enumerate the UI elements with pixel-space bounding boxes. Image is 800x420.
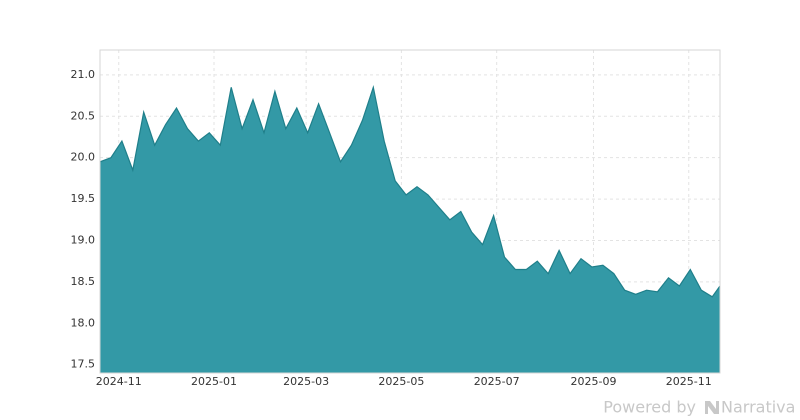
x-tick-label: 2025-07 (474, 375, 520, 388)
area-line (99, 84, 721, 298)
x-tick-label: 2025-09 (571, 375, 617, 388)
y-tick-label: 20.5 (71, 109, 96, 122)
x-tick-label: 2024-11 (96, 375, 142, 388)
logo (705, 401, 719, 414)
y-tick-label: 17.5 (71, 358, 96, 371)
brand: Narrativa (721, 398, 795, 417)
watermark: Powered by Narrativa (603, 398, 795, 417)
y-tick-label: 19.0 (71, 233, 96, 246)
y-tick-label: 18.5 (71, 275, 96, 288)
area (100, 87, 720, 374)
y-tick-label: 19.5 (71, 192, 96, 205)
plot-frame (99, 49, 721, 374)
y-tick-label: 20.0 (71, 151, 96, 164)
x-tick-label: 2025-01 (191, 375, 237, 388)
x-tick-label: 2025-11 (666, 375, 712, 388)
y-tick-label: 18.0 (71, 316, 96, 329)
x-tick-label: 2025-05 (378, 375, 424, 388)
x-tick-label: 2025-03 (283, 375, 329, 388)
powered-by: Powered by (603, 398, 696, 417)
y-tick-label: 21.0 (71, 68, 96, 81)
